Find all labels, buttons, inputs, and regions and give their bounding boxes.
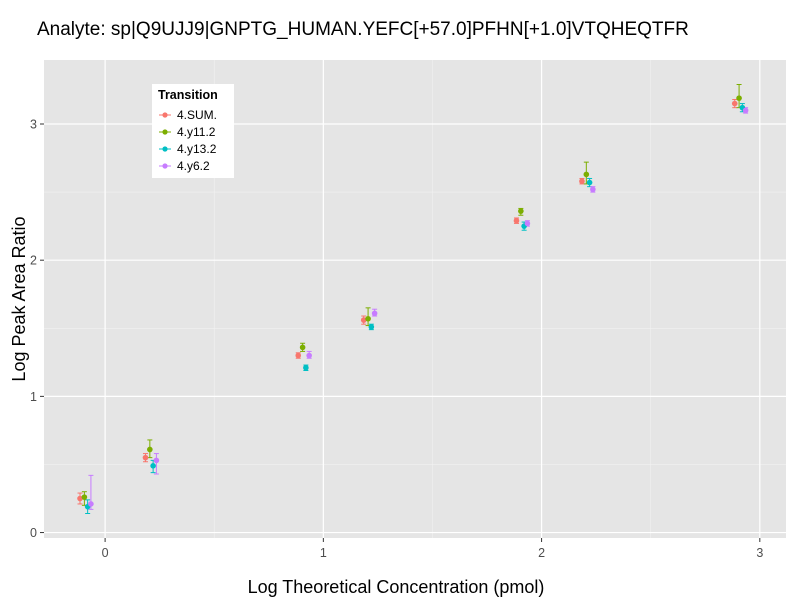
y-tick-label: 1 (30, 390, 37, 404)
legend-label: 4.y13.2 (177, 142, 217, 156)
y-tick-label: 0 (30, 526, 37, 540)
x-tick-label: 1 (320, 546, 327, 560)
data-point (736, 95, 742, 101)
legend-key-point (162, 129, 168, 135)
data-point (579, 178, 585, 185)
axis-ticks (40, 123, 761, 542)
data-points (77, 95, 749, 510)
data-point (731, 100, 738, 107)
data-point (524, 220, 531, 227)
data-point (306, 352, 312, 359)
data-point (147, 446, 153, 453)
data-point (360, 317, 367, 323)
data-point (518, 208, 524, 214)
data-point (583, 171, 590, 178)
y-axis-title: Log Peak Area Ratio (9, 216, 29, 381)
data-point (153, 457, 160, 464)
legend-title: Transition (158, 88, 218, 102)
data-point (590, 186, 596, 193)
y-tick-label: 2 (30, 254, 37, 268)
data-point (150, 463, 156, 469)
data-point (142, 454, 149, 461)
data-point (513, 217, 520, 224)
legend-items: 4.SUM. 4.y11.2 4.y13.2 4.y6.2 (159, 108, 217, 173)
data-point (77, 495, 83, 502)
data-point (371, 310, 378, 317)
legend-key-point (162, 112, 168, 118)
data-point (303, 364, 309, 371)
data-point (742, 107, 749, 114)
x-tick-label: 0 (102, 546, 109, 560)
chart-title: Analyte: sp|Q9UJJ9|GNPTG_HUMAN.YEFC[+57.… (37, 19, 689, 40)
data-point (88, 501, 94, 507)
data-point (81, 494, 88, 500)
data-point (586, 179, 593, 186)
data-point (299, 344, 306, 351)
tick-labels: 0 1 2 3 0 1 2 3 (30, 118, 763, 560)
x-tick-label: 2 (538, 546, 545, 560)
legend-label: 4.y6.2 (177, 159, 210, 173)
major-gridlines (44, 60, 786, 538)
legend-key-point (162, 163, 168, 169)
data-point (368, 324, 375, 330)
legend-key-point (162, 146, 168, 152)
legend-label: 4.y11.2 (177, 125, 216, 139)
x-axis-title: Log Theoretical Concentration (pmol) (248, 577, 545, 597)
legend: Transition 4.SUM. 4.y11.2 4.y13.2 4.y6.2 (152, 84, 234, 178)
data-point (295, 352, 302, 359)
y-tick-label: 3 (30, 118, 37, 132)
data-point (365, 315, 371, 322)
x-tick-label: 3 (756, 546, 763, 560)
legend-label: 4.SUM. (177, 108, 217, 122)
